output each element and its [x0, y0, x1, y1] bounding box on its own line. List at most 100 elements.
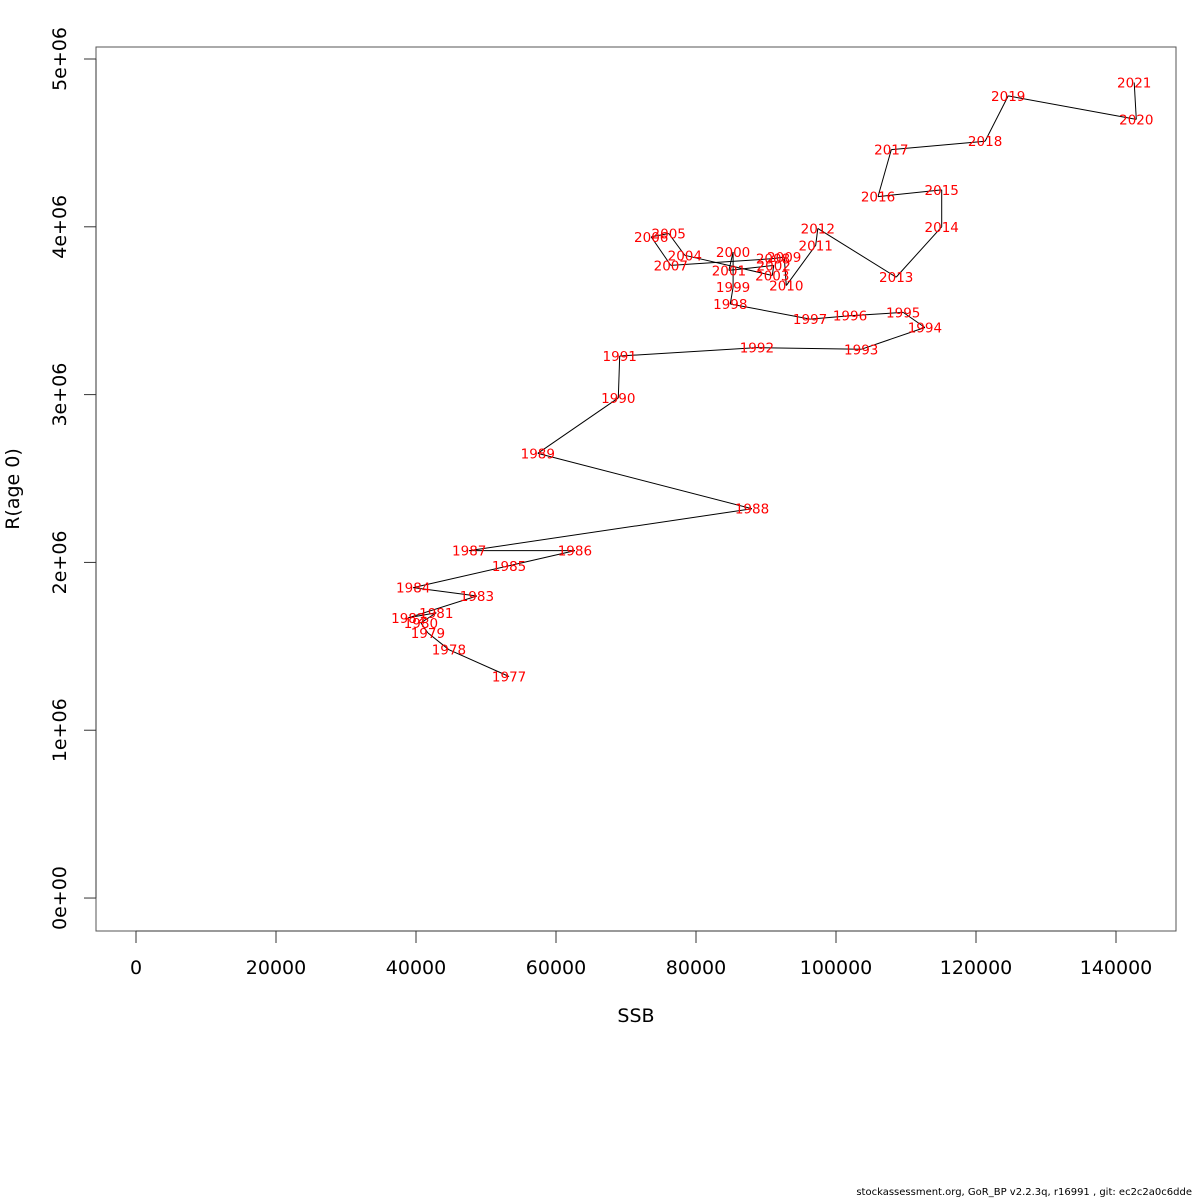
point-label: 2000 [716, 245, 750, 261]
point-label: 2017 [874, 143, 908, 159]
series-segment [469, 508, 753, 552]
series-segment [1008, 95, 1137, 120]
point-label: 1988 [735, 502, 769, 518]
series-segment [408, 595, 478, 619]
series-segment [756, 347, 862, 350]
point-label: 2011 [799, 238, 833, 254]
point-label: 1986 [558, 544, 592, 560]
y-tick-label: 0e+00 [49, 866, 71, 930]
point-label: 2003 [755, 268, 789, 284]
series-segment [902, 311, 926, 328]
series-segment [783, 256, 787, 286]
point-label: 2007 [654, 258, 688, 274]
series-segment [684, 254, 773, 276]
point-label: 1997 [793, 312, 827, 328]
point-label: 2012 [801, 221, 835, 237]
series-segment [817, 228, 897, 278]
point-label: 2009 [767, 250, 801, 266]
point-label: 2018 [968, 134, 1002, 150]
series-segment [849, 311, 904, 317]
x-tick-label: 120000 [940, 957, 1013, 979]
point-label: 2013 [879, 270, 913, 286]
series-segment [448, 649, 510, 677]
y-axis-title: R(age 0) [2, 448, 24, 530]
series-segment [810, 315, 851, 320]
series-segment [408, 612, 437, 619]
point-label: 1985 [492, 559, 526, 575]
point-label: 2019 [991, 89, 1025, 105]
series-segment [772, 256, 785, 260]
point-label: 2004 [668, 248, 702, 264]
point-label: 1993 [844, 342, 878, 358]
series-line [408, 82, 1137, 677]
point-label: 2008 [756, 252, 790, 268]
point-label: 1991 [603, 349, 637, 365]
series-segment [427, 632, 450, 651]
point-label: 1987 [452, 544, 486, 560]
series-segment [650, 236, 672, 266]
y-tick-label: 1e+06 [49, 698, 71, 762]
point-label: 1983 [460, 589, 494, 605]
x-tick-label: 100000 [800, 957, 873, 979]
point-label: 2021 [1117, 75, 1151, 91]
point-label: 2001 [712, 263, 746, 279]
point-label: 1999 [716, 280, 750, 296]
point-label: 1995 [886, 305, 920, 321]
series-segment [668, 233, 686, 256]
point-label: 2015 [925, 183, 959, 199]
series-segment [413, 565, 510, 589]
point-label: 1990 [601, 391, 635, 407]
y-axis: 0e+00 1e+06 2e+06 3e+06 4e+06 5e+06 [49, 27, 97, 930]
series-segment [537, 452, 753, 510]
point-label: 1994 [908, 320, 942, 336]
point-label: 1979 [411, 626, 445, 642]
series-segment [413, 587, 477, 597]
point-label: 1989 [521, 446, 555, 462]
series-segment [651, 233, 669, 238]
y-tick-label: 2e+06 [49, 530, 71, 594]
x-tick-label: 0 [130, 957, 142, 979]
point-label: 2006 [634, 230, 668, 246]
series-segment [861, 327, 926, 350]
series-segment [670, 258, 774, 266]
series-segment [619, 347, 757, 357]
series-segment [984, 95, 1009, 142]
point-label: 1992 [740, 341, 774, 357]
series-segment [508, 550, 576, 567]
point-label: 2002 [757, 258, 791, 274]
series-segment [785, 244, 817, 286]
footer-credit: stockassessment.org, GoR_BP v2.2.3q, r16… [856, 1187, 1192, 1198]
x-tick-label: 80000 [666, 957, 726, 979]
point-label: 1984 [396, 581, 430, 597]
y-tick-label: 5e+06 [49, 27, 71, 91]
point-label: 1980 [404, 616, 438, 632]
y-tick-label: 3e+06 [49, 363, 71, 427]
x-axis-title: SSB [617, 1005, 654, 1027]
y-tick-label: 4e+06 [49, 195, 71, 259]
point-label: 1978 [432, 643, 466, 659]
point-label: 1977 [492, 670, 526, 686]
series-segment [537, 397, 619, 454]
point-label: 2016 [861, 190, 895, 206]
point-label: 1982 [391, 611, 425, 627]
series-segment [877, 149, 892, 197]
x-tick-label: 140000 [1080, 957, 1153, 979]
x-axis: 0 20000 40000 60000 80000 100000 120000 140000 [130, 930, 1153, 979]
series-segment [729, 287, 734, 305]
point-label: 2020 [1119, 112, 1153, 128]
series-segment [1133, 82, 1137, 120]
series-segment [420, 622, 429, 634]
point-label: 1998 [713, 297, 747, 313]
plot-frame [95, 46, 1177, 932]
series-segment [815, 228, 819, 246]
point-label: 2010 [769, 279, 803, 295]
series-segment [771, 265, 775, 276]
series-segment [617, 355, 621, 398]
point-label: 2005 [652, 227, 686, 243]
series-segment [420, 612, 437, 624]
x-tick-label: 60000 [526, 957, 586, 979]
series-segment [891, 140, 986, 151]
series-segment [728, 264, 774, 271]
point-label: 1996 [833, 309, 867, 325]
